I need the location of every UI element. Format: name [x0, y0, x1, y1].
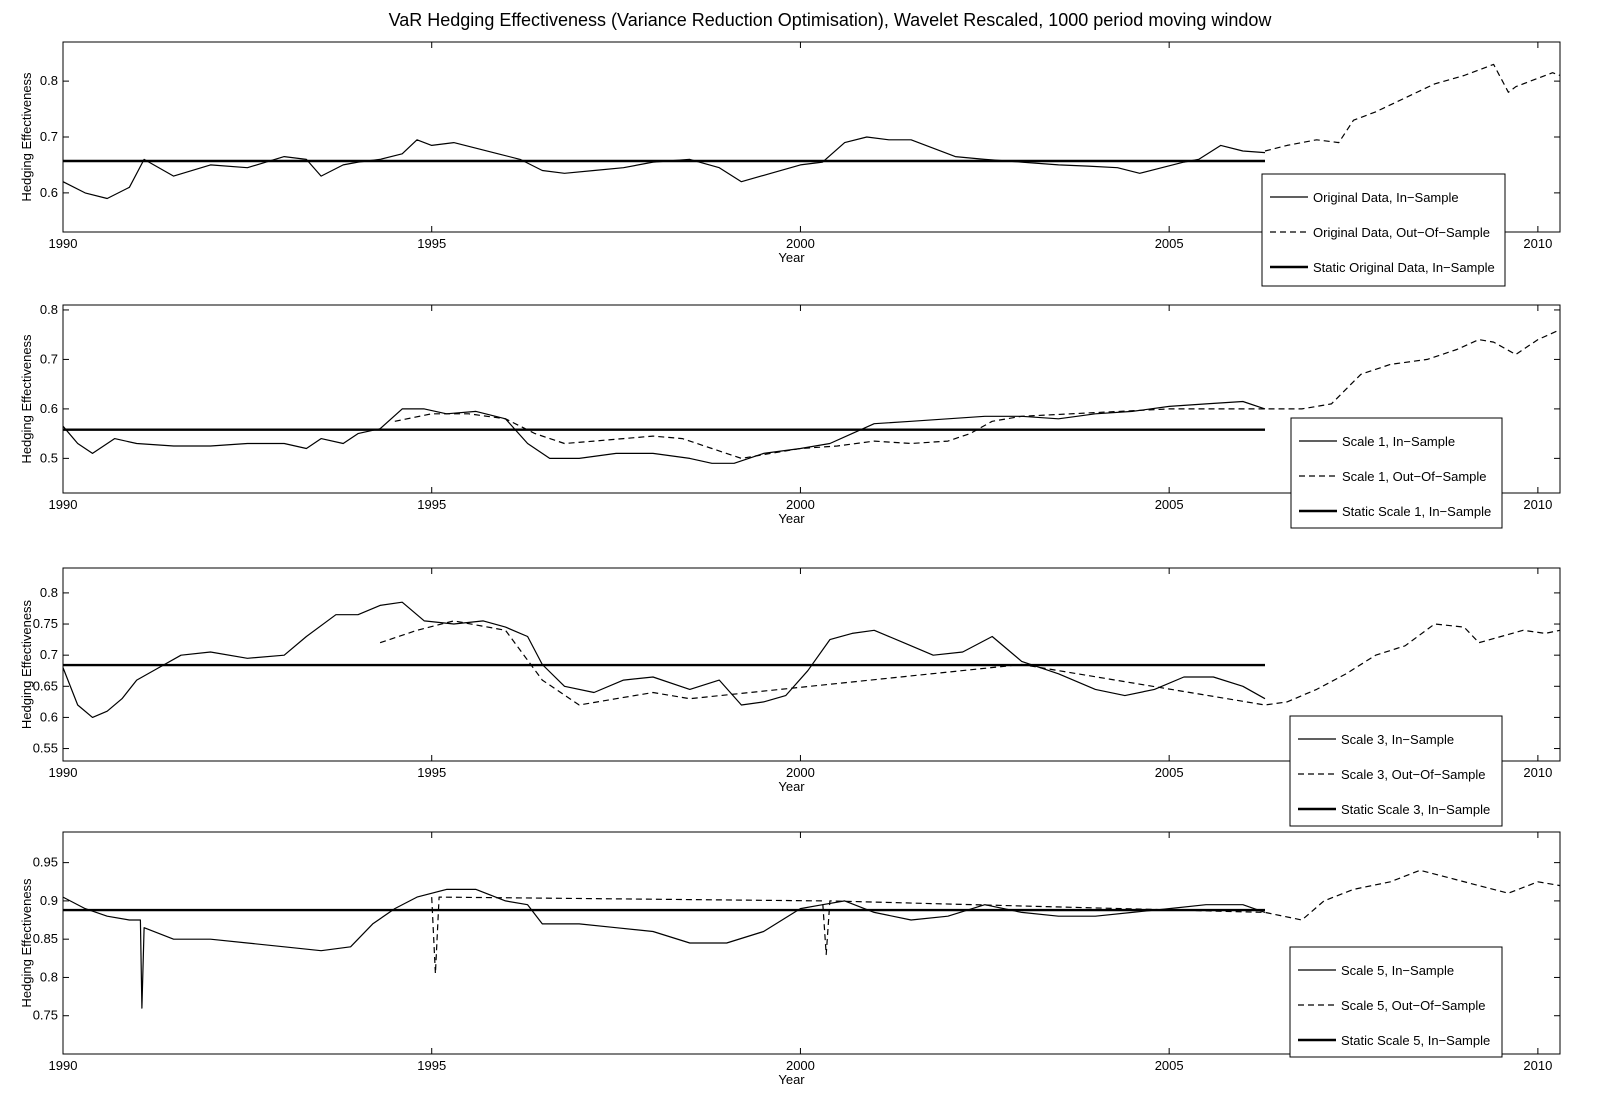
- y-tick-label: 0.85: [33, 931, 58, 946]
- y-axis-label: Hedging Effectiveness: [19, 334, 34, 464]
- legend-entry: Scale 5, In−Sample: [1341, 963, 1454, 978]
- x-tick-label: 1995: [417, 236, 446, 251]
- x-tick-label: 2010: [1523, 497, 1552, 512]
- y-tick-label: 0.6: [40, 185, 58, 200]
- y-axis-label: Hedging Effectiveness: [19, 599, 34, 729]
- series-line-dashed: [1264, 63, 1561, 152]
- x-tick-label: 2010: [1523, 236, 1552, 251]
- x-axis-label: Year: [778, 511, 805, 526]
- y-tick-label: 0.6: [40, 401, 58, 416]
- legend-entry: Scale 1, In−Sample: [1342, 434, 1455, 449]
- y-tick-label: 0.7: [40, 129, 58, 144]
- y-tick-label: 0.9: [40, 893, 58, 908]
- y-tick-label: 0.8: [40, 73, 58, 88]
- x-tick-label: 2005: [1155, 765, 1184, 780]
- x-axis-label: Year: [778, 1072, 805, 1087]
- y-tick-label: 0.55: [33, 741, 58, 756]
- x-tick-label: 2005: [1155, 497, 1184, 512]
- legend: Scale 3, In−Sample Scale 3, Out−Of−Sample…: [1289, 715, 1503, 827]
- panel-4-axes-box: [62, 831, 1561, 1055]
- x-tick-label: 2010: [1523, 1058, 1552, 1073]
- y-axis-label: Hedging Effectiveness: [19, 72, 34, 202]
- x-tick-label: 2000: [786, 497, 815, 512]
- y-tick-label: 0.8: [40, 969, 58, 984]
- legend-entry: Scale 5, Out−Of−Sample: [1341, 998, 1486, 1013]
- figure-title: VaR Hedging Effectiveness (Variance Redu…: [389, 10, 1273, 30]
- panel-2-axes-box: [62, 304, 1561, 494]
- y-tick-label: 0.65: [33, 678, 58, 693]
- legend-entry: Static Scale 3, In−Sample: [1341, 802, 1490, 817]
- series-line-dashed: [379, 620, 1561, 706]
- legend-entry: Static Scale 5, In−Sample: [1341, 1033, 1490, 1048]
- x-tick-label: 2000: [786, 236, 815, 251]
- legend-box: [1289, 715, 1503, 827]
- legend: Original Data, In−Sample Original Data, O…: [1261, 173, 1506, 287]
- legend-entry: Static Original Data, In−Sample: [1313, 260, 1495, 275]
- x-tick-label: 1990: [49, 236, 78, 251]
- legend-entry: Static Scale 1, In−Sample: [1342, 504, 1491, 519]
- legend-entry: Original Data, In−Sample: [1313, 190, 1459, 205]
- series-line-dashed: [394, 329, 1561, 459]
- y-axis-label: Hedging Effectiveness: [19, 878, 34, 1008]
- panel-1: 1990 1995 2000 2005 2010 0.6 0.7 0.8 Year Hedging…: [19, 41, 1561, 287]
- y-tick-label: 0.95: [33, 855, 58, 870]
- y-tick-label: 0.7: [40, 647, 58, 662]
- legend-entry: Scale 1, Out−Of−Sample: [1342, 469, 1487, 484]
- y-tick-label: 0.7: [40, 351, 58, 366]
- x-tick-label: 2000: [786, 1058, 815, 1073]
- x-tick-label: 1990: [49, 1058, 78, 1073]
- y-tick-label: 0.6: [40, 709, 58, 724]
- y-tick-label: 0.8: [40, 302, 58, 317]
- legend: Scale 5, In−Sample Scale 5, Out−Of−Sample…: [1289, 946, 1503, 1058]
- legend-box: [1290, 417, 1503, 529]
- y-tick-label: 0.75: [33, 616, 58, 631]
- legend-box: [1289, 946, 1503, 1058]
- y-tick-label: 0.75: [33, 1008, 58, 1023]
- y-tick-label: 0.8: [40, 585, 58, 600]
- x-tick-label: 2000: [786, 765, 815, 780]
- x-tick-label: 1995: [417, 1058, 446, 1073]
- x-tick-label: 1990: [49, 765, 78, 780]
- series-line-solid: [62, 400, 1266, 464]
- panel-3: 1990 1995 2000 2005 2010 0.55 0.6 0.65 0.7 0.75 0.…: [19, 567, 1561, 827]
- x-axis-label: Year: [778, 250, 805, 265]
- y-tick-label: 0.5: [40, 450, 58, 465]
- x-axis-label: Year: [778, 779, 805, 794]
- x-tick-label: 1990: [49, 497, 78, 512]
- legend-entry: Scale 3, Out−Of−Sample: [1341, 767, 1486, 782]
- legend: Scale 1, In−Sample Scale 1, Out−Of−Sample…: [1290, 417, 1503, 529]
- series-line-solid: [62, 888, 1266, 1009]
- legend-entry: Original Data, Out−Of−Sample: [1313, 225, 1490, 240]
- series-line-solid: [62, 601, 1266, 719]
- x-tick-label: 1995: [417, 765, 446, 780]
- x-tick-label: 2005: [1155, 236, 1184, 251]
- panel-4: 1990 1995 2000 2005 2010 0.75 0.8 0.85 0.9 0.95 Ye…: [19, 831, 1561, 1087]
- series-line-solid: [62, 136, 1266, 200]
- panel-2: 1990 1995 2000 2005 2010 0.5 0.6 0.7 0.8 Year Hedg…: [19, 302, 1561, 529]
- legend-entry: Scale 3, In−Sample: [1341, 732, 1454, 747]
- x-tick-label: 2005: [1155, 1058, 1184, 1073]
- x-tick-label: 2010: [1523, 765, 1552, 780]
- x-tick-label: 1995: [417, 497, 446, 512]
